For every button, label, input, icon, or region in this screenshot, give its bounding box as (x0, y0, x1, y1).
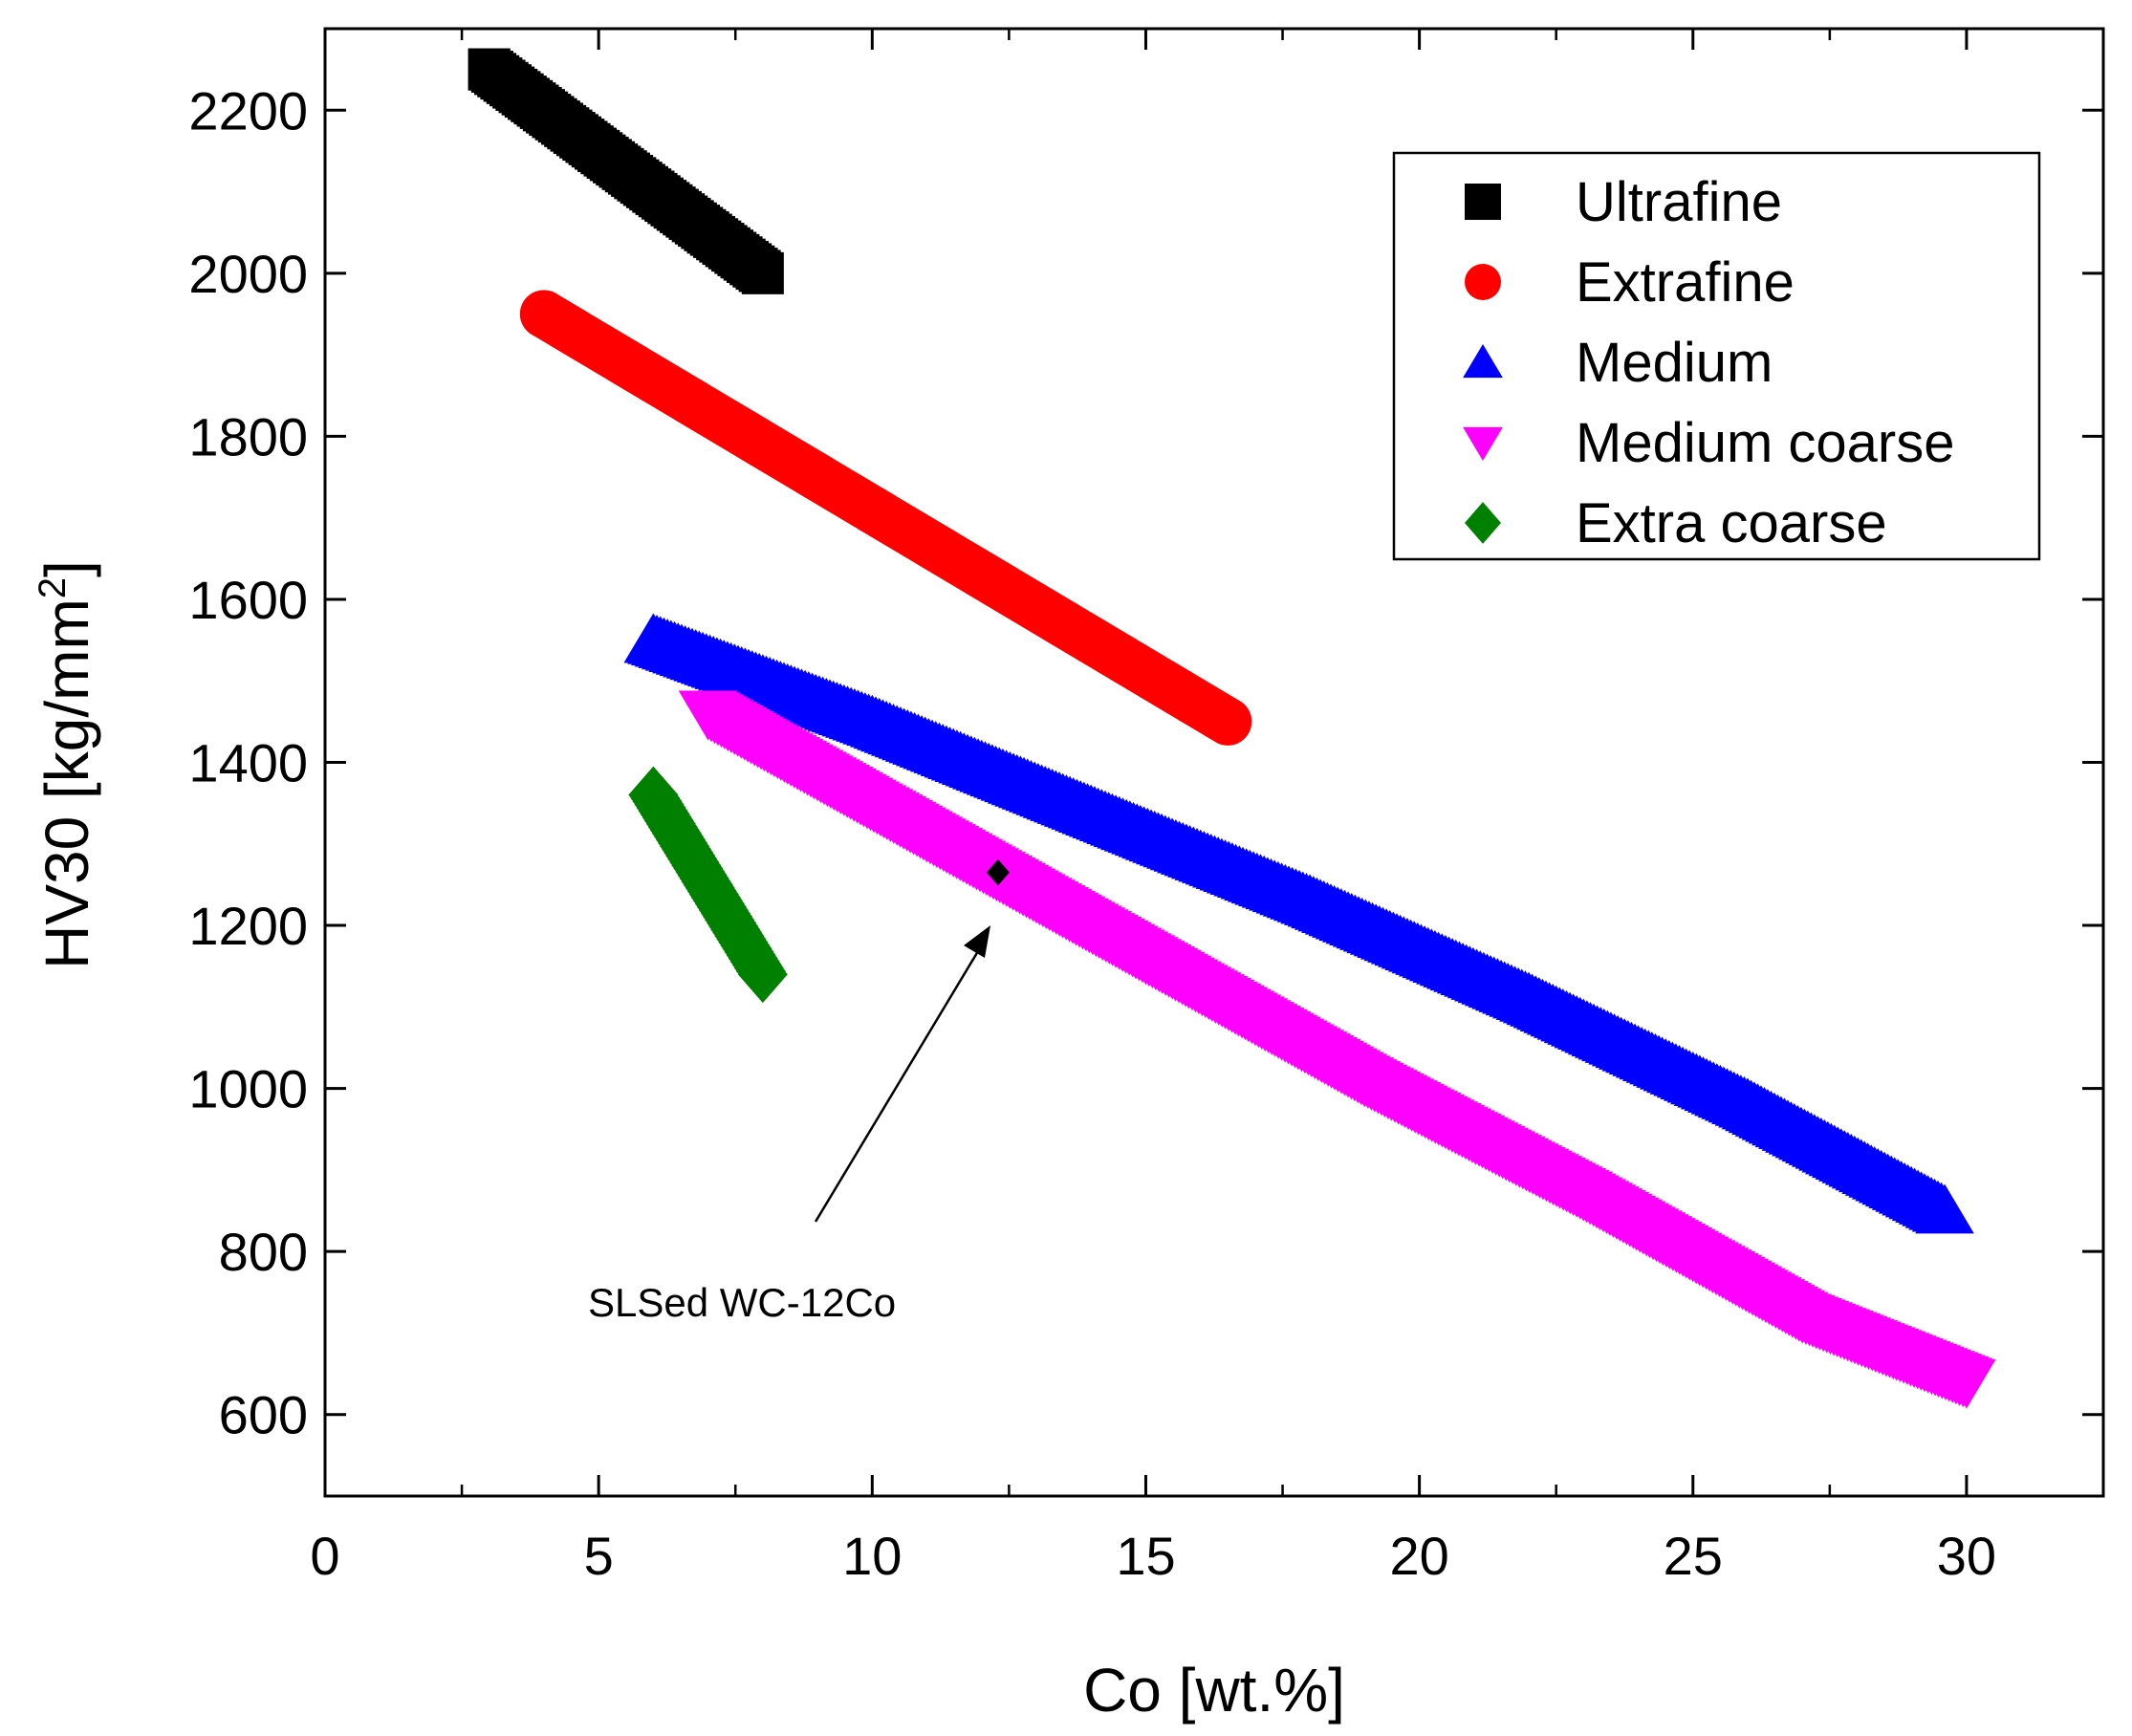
series-medium-coarse (678, 690, 1996, 1409)
legend-label: Extrafine (1576, 251, 1795, 314)
data-point (686, 211, 729, 254)
x-tick-label: 0 (310, 1526, 339, 1586)
legend-label: Extra coarse (1576, 492, 1887, 554)
data-point (897, 813, 957, 863)
legend-item-medium-coarse: Medium coarse (1463, 412, 1954, 474)
data-point (623, 613, 684, 663)
y-tick-label: 1200 (188, 896, 308, 956)
legend-item-ultrafine: Ultrafine (1465, 171, 1782, 233)
legend-item-medium: Medium (1463, 332, 1773, 394)
legend-label: Ultrafine (1576, 171, 1782, 233)
legend-items: Ultrafine Extrafine Medium Medium coarse Ext… (1463, 171, 1954, 554)
series-ultrafine (468, 48, 784, 294)
data-point (1554, 1171, 1614, 1222)
data-point (1116, 935, 1176, 986)
data-point (737, 945, 788, 1004)
data-point (519, 290, 568, 338)
axis-ticks: 0 5 10 15 20 25 30 600 800 1000 1200 1400 1600 1800 20… (188, 29, 2103, 1586)
legend-label: Medium (1576, 332, 1773, 394)
y-axis-title-main: HV30 [kg/mm (33, 598, 101, 969)
y-tick-label: 600 (219, 1385, 308, 1445)
data-point (632, 170, 675, 213)
annotation: SLSed WC-12Co (588, 858, 1010, 1325)
annotation-arrow-line (814, 945, 983, 1223)
data-point (629, 355, 678, 403)
data-point (577, 129, 620, 172)
y-tick-label: 2000 (188, 244, 308, 304)
data-point (678, 690, 738, 741)
data-point (1280, 874, 1339, 924)
series-extra-coarse (628, 766, 788, 1004)
y-tick-label: 1000 (188, 1059, 308, 1119)
x-tick-label: 5 (584, 1526, 614, 1586)
data-point (848, 486, 897, 534)
series-layer (468, 48, 1996, 1409)
data-point (741, 251, 784, 294)
data-point (468, 48, 511, 91)
data-point (1335, 1057, 1395, 1108)
series-medium (623, 613, 1974, 1234)
y-tick-label: 1800 (188, 406, 308, 467)
legend-item-extra-coarse: Extra coarse (1465, 492, 1887, 554)
legend-marker (1463, 426, 1503, 461)
y-tick-label: 2200 (188, 80, 308, 141)
data-point (1915, 1183, 1974, 1234)
data-point (738, 420, 787, 468)
legend-marker (1463, 344, 1503, 379)
data-point (1499, 971, 1558, 1022)
legend-box (1392, 151, 2041, 561)
x-tick-label: 25 (1664, 1526, 1723, 1586)
y-axis-title-end: ] (33, 560, 101, 577)
legend-item-extrafine: Extrafine (1465, 251, 1795, 314)
y-axis-title: HV30 [kg/mm2] (32, 560, 101, 969)
x-tick-label: 30 (1937, 1526, 1996, 1586)
series-extrafine (519, 290, 1252, 746)
annotation-marker (986, 858, 1010, 886)
legend-marker (1465, 184, 1501, 220)
y-tick-label: 1400 (188, 733, 308, 793)
y-tick-label: 1600 (188, 570, 308, 630)
annotation-marker-wrap (986, 858, 1010, 886)
x-axis-title: Co [wt.%] (1083, 1656, 1345, 1725)
data-point (957, 551, 1006, 599)
x-tick-label: 15 (1116, 1526, 1175, 1586)
annotation-label: SLSed WC-12Co (588, 1280, 896, 1325)
data-point (1937, 1358, 1996, 1409)
data-point (1718, 1077, 1777, 1128)
data-point (1067, 616, 1116, 664)
legend: Ultrafine Extrafine Medium Medium coarse Ext… (1392, 151, 2041, 561)
data-point (683, 856, 733, 914)
data-point (522, 89, 565, 132)
annotation-arrow-head (964, 925, 990, 958)
data-point (628, 766, 679, 824)
y-axis-title-superscript: 2 (32, 577, 74, 598)
x-tick-label: 20 (1389, 1526, 1448, 1586)
data-point (842, 694, 903, 745)
data-point (1061, 784, 1121, 835)
x-tick-label: 10 (842, 1526, 902, 1586)
data-point (1204, 697, 1252, 746)
y-tick-label: 800 (219, 1222, 308, 1282)
legend-label: Medium coarse (1576, 412, 1954, 474)
legend-marker (1465, 264, 1501, 300)
data-point (1773, 1293, 1833, 1344)
legend-marker (1465, 502, 1501, 544)
